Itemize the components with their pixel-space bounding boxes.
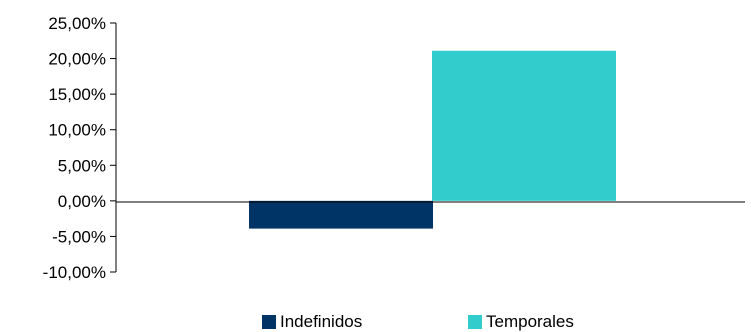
- y-axis-ticks: 25,00% 20,00% 15,00% 10,00% 5,00% 0,00% -5,00%…: [43, 14, 116, 282]
- y-tick-label: -10,00%: [43, 263, 106, 282]
- y-tick-label: 5,00%: [58, 156, 106, 175]
- y-tick-label: 20,00%: [48, 50, 106, 69]
- legend-label-indefinidos: Indefinidos: [280, 312, 363, 331]
- legend-label-temporales: Temporales: [486, 312, 574, 331]
- y-tick-label: -5,00%: [52, 227, 106, 246]
- y-tick-label: 15,00%: [48, 85, 106, 104]
- y-tick-label: 25,00%: [48, 14, 106, 33]
- bar-indefinidos: [249, 200, 433, 229]
- legend-swatch-indefinidos: [262, 315, 276, 329]
- y-tick-label: 0,00%: [58, 192, 106, 211]
- legend-item-indefinidos: Indefinidos: [262, 312, 362, 332]
- legend-item-temporales: Temporales: [468, 312, 574, 332]
- y-tick-label: 10,00%: [48, 121, 106, 140]
- bars: [249, 50, 616, 229]
- bar-temporales: [432, 50, 616, 201]
- legend-swatch-temporales: [468, 315, 482, 329]
- bar-chart: 25,00% 20,00% 15,00% 10,00% 5,00% 0,00% -5,00%…: [43, 14, 745, 282]
- legend: Indefinidos Temporales: [0, 312, 751, 332]
